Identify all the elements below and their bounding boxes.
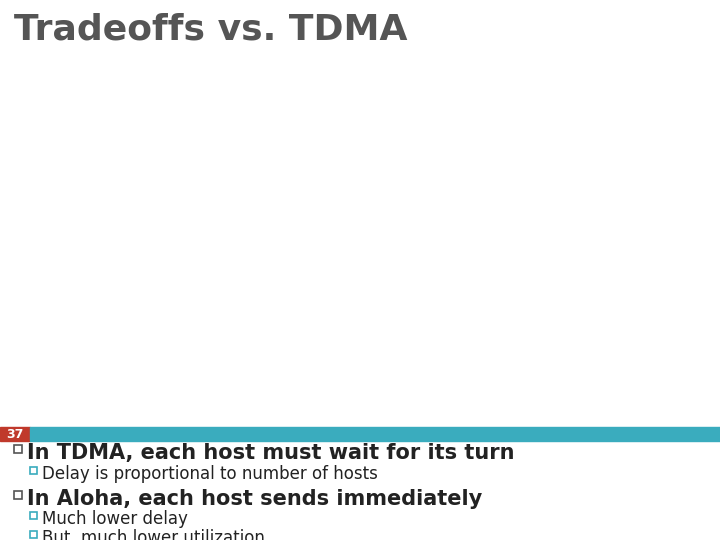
Text: Tradeoffs vs. TDMA: Tradeoffs vs. TDMA: [14, 13, 408, 47]
Text: 37: 37: [6, 428, 24, 441]
Text: In TDMA, each host must wait for its turn: In TDMA, each host must wait for its tur…: [27, 443, 515, 463]
Bar: [30, 427, 720, 441]
Text: Much lower delay: Much lower delay: [42, 510, 188, 528]
Bar: [0, 427, 30, 441]
Text: Delay is proportional to number of hosts: Delay is proportional to number of hosts: [42, 465, 378, 483]
Text: But, much lower utilization: But, much lower utilization: [42, 529, 265, 540]
Text: In Aloha, each host sends immediately: In Aloha, each host sends immediately: [27, 489, 482, 509]
